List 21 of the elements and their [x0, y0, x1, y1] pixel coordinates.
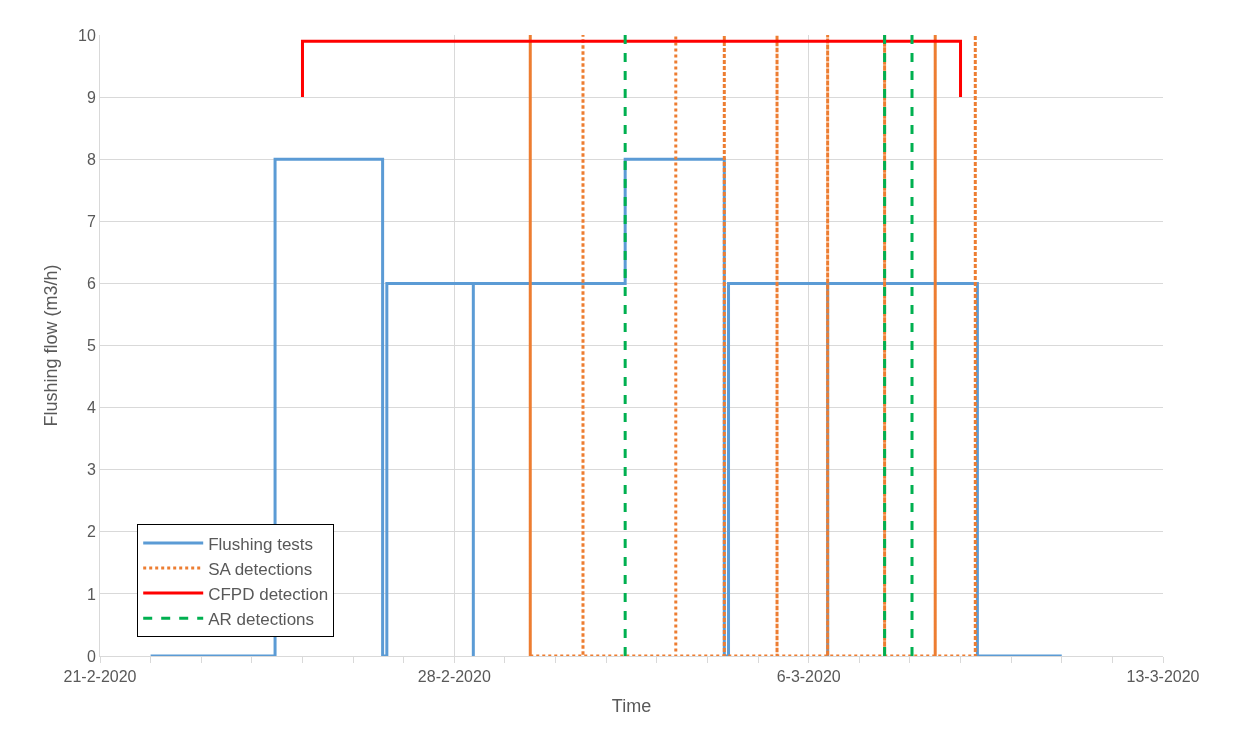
- y-tick-label: 7: [86, 212, 96, 230]
- y-tick-label: 8: [86, 150, 96, 168]
- y-tick-label: 5: [86, 337, 96, 355]
- y-tick-label: 3: [86, 461, 96, 479]
- y-tick-label: 2: [86, 523, 96, 541]
- y-tick-label: 0: [86, 647, 96, 665]
- y-tick-label: 10: [78, 26, 96, 44]
- legend-label: AR detections: [208, 609, 315, 629]
- legend-label: CFPD detection: [208, 584, 329, 604]
- legend-label: SA detections: [208, 559, 313, 579]
- x-tick-label: 13-3-2020: [1126, 668, 1200, 686]
- y-tick-label: 4: [86, 399, 96, 417]
- y-axis-title: Flushing flow (m3/h): [41, 264, 62, 427]
- legend-label: Flushing tests: [208, 534, 314, 554]
- x-tick-label: 21-2-2020: [63, 668, 137, 686]
- y-tick-label: 1: [86, 585, 96, 603]
- x-axis-title: Time: [611, 696, 652, 717]
- x-tick-label: 6-3-2020: [776, 668, 841, 686]
- x-tick-label: 28-2-2020: [417, 668, 491, 686]
- y-tick-label: 9: [86, 88, 96, 106]
- y-tick-label: 6: [86, 275, 96, 292]
